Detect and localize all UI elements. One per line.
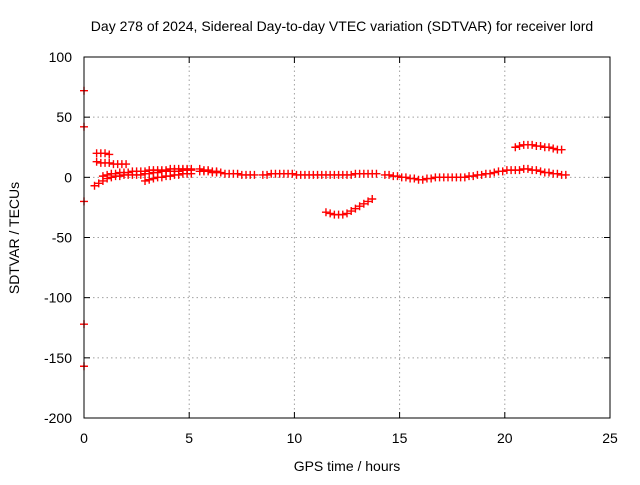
data-point [557, 145, 566, 154]
tick-layer: 0 5 10 15 20 25 -200 -150 -100 -50 0 50 100 [44, 49, 618, 446]
data-point [536, 167, 545, 176]
y-tick-label: 0 [64, 169, 72, 185]
data-point [288, 169, 297, 178]
data-point [460, 173, 469, 182]
data-point [338, 210, 347, 219]
data-point [101, 149, 110, 158]
data-point [216, 168, 225, 177]
grid-layer [84, 57, 610, 418]
data-point [385, 170, 394, 179]
data-point [544, 143, 553, 152]
series-group [511, 140, 566, 154]
x-tick-label: 0 [80, 430, 88, 446]
data-point [204, 166, 213, 175]
data-point [347, 207, 356, 216]
data-point [364, 197, 373, 206]
data-point [321, 208, 330, 217]
data-point [111, 169, 120, 178]
data-point [351, 204, 360, 213]
data-point [528, 140, 537, 149]
data-point [477, 170, 486, 179]
data-point [326, 209, 335, 218]
data-point [162, 166, 171, 175]
data-point [490, 168, 499, 177]
data-point [250, 170, 259, 179]
data-point [561, 170, 570, 179]
data-point [145, 175, 154, 184]
data-point [157, 173, 166, 182]
y-tick-label: -50 [52, 230, 72, 246]
y-tick-label: -100 [44, 290, 72, 306]
data-point [372, 169, 381, 178]
data-point [393, 172, 402, 181]
x-tick-label: 20 [497, 430, 513, 446]
y-axis-title: SDTVAR / TECUs [6, 182, 22, 294]
data-point [523, 164, 532, 173]
data-point [544, 168, 553, 177]
series-group [92, 149, 131, 169]
y-tick-label: -200 [44, 410, 72, 426]
data-point [105, 158, 114, 167]
data-point [233, 169, 242, 178]
data-point [141, 176, 150, 185]
data-point [122, 160, 131, 169]
series-group [98, 164, 221, 181]
plot-frame [83, 56, 611, 419]
data-point [92, 157, 101, 166]
data-point [511, 143, 520, 152]
data-points-layer [80, 86, 570, 371]
data-point [515, 166, 524, 175]
data-point [486, 169, 495, 178]
data-point [166, 172, 175, 181]
data-point [195, 164, 204, 173]
data-point [149, 174, 158, 183]
x-tick-label: 5 [185, 430, 193, 446]
data-point [90, 181, 99, 190]
data-point [263, 170, 272, 179]
data-point [212, 167, 221, 176]
data-point [368, 194, 377, 203]
data-point [410, 174, 419, 183]
x-tick-label: 25 [602, 430, 618, 446]
data-point [141, 167, 150, 176]
data-point [94, 179, 103, 188]
x-tick-label: 10 [287, 430, 303, 446]
data-point [549, 144, 558, 153]
data-point [103, 170, 112, 179]
y-tick-label: -150 [44, 350, 72, 366]
series-group [321, 194, 377, 219]
data-point [343, 209, 351, 218]
data-point [553, 169, 562, 178]
data-point [532, 166, 541, 175]
y-tick-label: 50 [56, 109, 72, 125]
data-point [347, 170, 356, 179]
data-point [105, 150, 114, 159]
data-point [418, 175, 427, 184]
data-point [515, 142, 524, 151]
chart-title: Day 278 of 2024, Sidereal Day-to-day VTE… [91, 18, 593, 34]
data-point [469, 172, 478, 181]
x-tick-label: 15 [392, 430, 408, 446]
x-axis-title: GPS time / hours [294, 458, 401, 474]
data-point [498, 167, 507, 176]
data-point [124, 168, 133, 177]
data-point [187, 164, 196, 173]
y-tick-label: 100 [49, 49, 73, 65]
data-point [536, 142, 545, 151]
data-point [359, 199, 368, 208]
data-point [98, 172, 107, 181]
data-point [401, 173, 410, 182]
data-point [355, 202, 364, 211]
data-point [427, 174, 436, 183]
